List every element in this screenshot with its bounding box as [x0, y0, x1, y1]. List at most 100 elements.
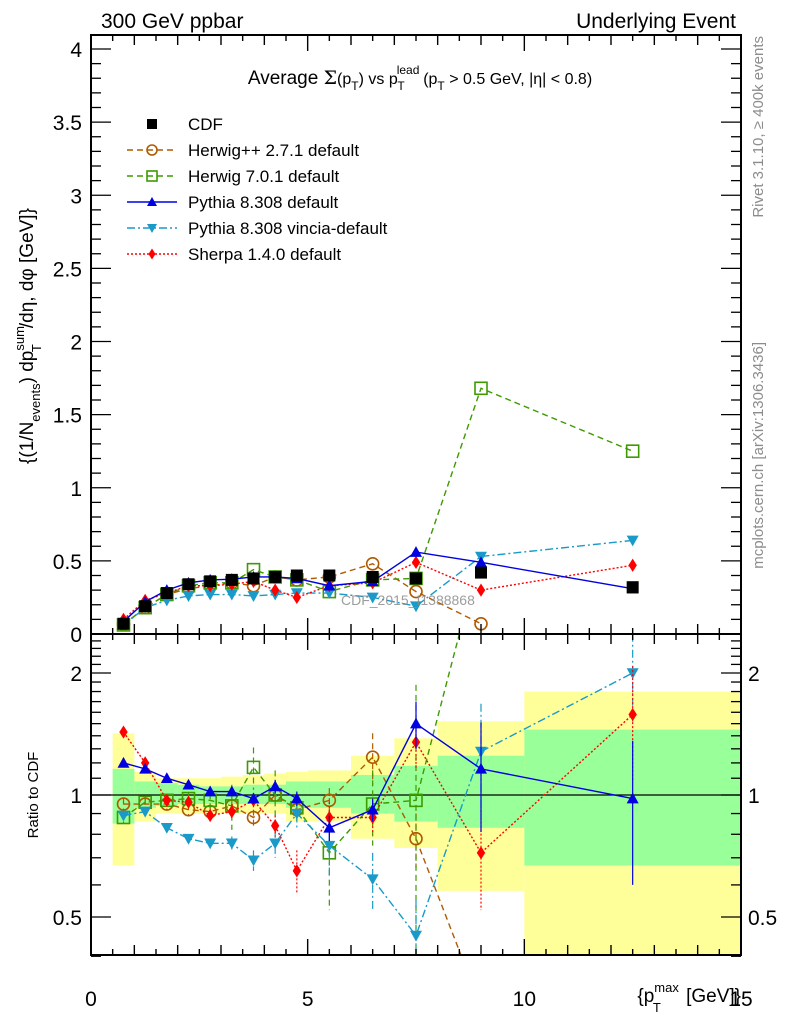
legend-label: Herwig++ 2.7.1 default: [188, 141, 359, 160]
ratio-point: [626, 792, 639, 804]
data-point: [475, 566, 487, 579]
ratio-point: [290, 792, 303, 804]
ratio-point: [139, 762, 152, 774]
header-left: 300 GeV ppbar: [101, 10, 243, 33]
legend-marker: [148, 248, 156, 260]
data-point: [628, 558, 637, 572]
data-point: [139, 600, 152, 613]
rivet-version-text: Rivet 3.1.10, ≥ 400k events: [750, 36, 767, 218]
ratio-y-tick-label: 0.5: [53, 907, 82, 930]
data-point: [292, 590, 302, 605]
series-line: [123, 387, 633, 626]
data-point: [270, 583, 280, 597]
ratio-point: [269, 838, 282, 850]
ratio-series-pythia-8-308-vincia-default: [117, 634, 639, 955]
data-point: [225, 573, 238, 586]
data-point: [160, 587, 173, 600]
ratio-point: [182, 833, 195, 845]
data-point: [475, 556, 487, 568]
y-tick-label: 3: [70, 185, 82, 208]
ratio-point: [117, 810, 130, 822]
mcplots-reference-text: mcplots.cern.ch [arXiv:1306.3436]: [750, 342, 767, 569]
ratio-point: [475, 762, 487, 774]
ratio-point: [160, 772, 173, 784]
ratio-point: [117, 756, 130, 768]
ratio-y-axis-label: Ratio to CDF: [25, 752, 42, 839]
data-point: [117, 617, 130, 630]
data-point: [182, 578, 195, 591]
ratio-point: [628, 707, 637, 722]
header-right: Underlying Event: [576, 10, 736, 33]
ratio-point: [323, 821, 336, 833]
data-point: [476, 583, 486, 597]
x-tick-label: 10: [513, 988, 536, 1011]
ratio-point: [292, 864, 302, 878]
ratio-point: [626, 668, 639, 679]
legend-item: Herwig 7.0.1 default: [127, 167, 339, 186]
legend-label: Sherpa 1.4.0 default: [188, 245, 341, 264]
data-point: [409, 584, 423, 599]
ratio-point: [410, 930, 422, 942]
data-point: [290, 569, 303, 582]
series-line: [123, 561, 633, 620]
ratio-point: [323, 840, 336, 852]
series-cdf: [117, 566, 639, 630]
axes: 0 5 10 15 0 0.5 1 1.5 2 2.5 3 3.5 4 0.5 0.5 1 1 2 2: [53, 34, 777, 1011]
ratio-y-tick-label: 2: [70, 663, 82, 686]
ratio-point: [270, 819, 280, 833]
data-point: [366, 592, 379, 604]
ratio-series-sherpa-1-4-0-default: [119, 666, 637, 911]
ratio-point: [365, 750, 380, 764]
ratio-point: [116, 797, 131, 811]
legend-item: CDF: [147, 115, 223, 134]
y-tick-label: 4: [70, 39, 82, 62]
ratio-point: [409, 793, 423, 808]
y-tick-label: 2: [70, 332, 82, 355]
x-tick-label: 15: [729, 988, 752, 1011]
data-point: [247, 572, 260, 585]
data-point: [323, 588, 336, 600]
x-axis-label: {pmax T [GeV]}: [637, 980, 741, 1015]
legend-label: Pythia 8.308 default: [188, 193, 339, 212]
ratio-point: [227, 804, 237, 819]
ratio-point: [246, 810, 261, 825]
ratio-point: [475, 1001, 487, 1013]
legend-marker: [146, 144, 158, 156]
ratio-point: [205, 808, 215, 823]
data-point: [625, 444, 640, 458]
legend-item: Sherpa 1.4.0 default: [127, 245, 341, 264]
x-tick-label: 0: [85, 988, 97, 1011]
ratio-point: [247, 855, 260, 867]
ratio-y-tick-label-right: 1: [748, 785, 760, 808]
data-point: [411, 555, 421, 569]
data-point: [323, 579, 336, 591]
ratio-point: [290, 808, 303, 820]
ratio-point: [184, 795, 193, 809]
data-point: [410, 601, 422, 613]
ratio-point: [366, 874, 379, 886]
legend-item: Pythia 8.308 vincia-default: [127, 219, 388, 238]
y-tick-label: 1.5: [53, 405, 82, 428]
y-tick-label: 1: [70, 478, 82, 501]
data-point: [410, 546, 422, 557]
ratio-point: [162, 793, 172, 807]
ratio-point: [246, 760, 261, 775]
ratio-point: [225, 785, 238, 797]
ratio-point: [225, 838, 238, 850]
ratio-point: [476, 846, 486, 860]
data-point: [366, 570, 379, 583]
y-tick-label: 3.5: [53, 112, 82, 135]
analysis-watermark: CDF_2015_I1388868: [341, 592, 475, 608]
legend-item: Herwig++ 2.7.1 default: [127, 141, 359, 160]
y-tick-label: 0: [70, 624, 82, 647]
data-point: [410, 572, 422, 585]
ratio-point: [409, 831, 423, 846]
legend-item: Pythia 8.308 default: [127, 193, 339, 212]
data-point: [247, 591, 260, 602]
ratio-point: [160, 822, 173, 834]
data-point: [204, 575, 217, 588]
legend-label: Herwig 7.0.1 default: [188, 167, 339, 186]
band-inner: [112, 768, 135, 824]
ratio-point: [182, 778, 195, 790]
